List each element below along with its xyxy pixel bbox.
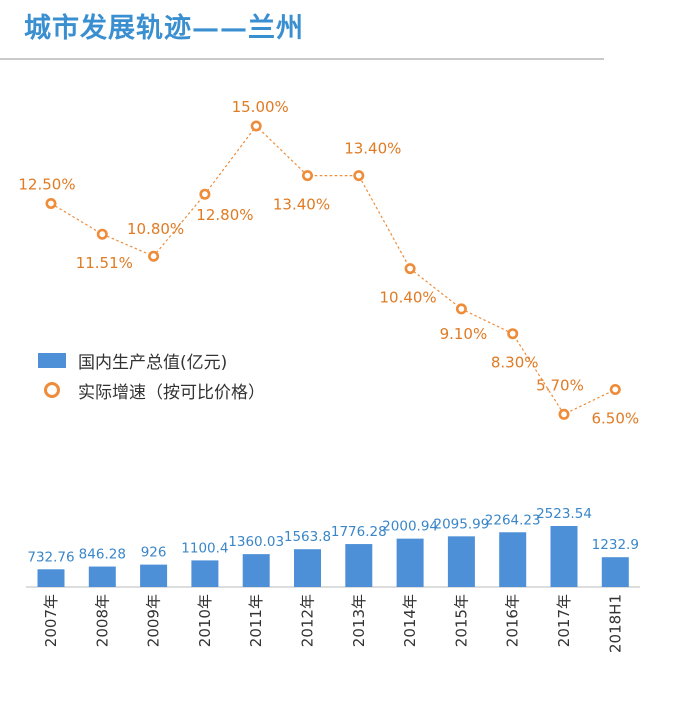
- x-tick-label: 2008年: [93, 594, 111, 647]
- gdp-bar-label: 2095.99: [433, 516, 489, 532]
- title-divider: [0, 58, 604, 60]
- growth-point: [45, 198, 57, 210]
- x-tick-label: 2017年: [555, 594, 573, 647]
- gdp-bar-label: 846.28: [79, 547, 126, 563]
- page-title: 城市发展轨迹——兰州: [24, 13, 304, 44]
- gdp-bar-label: 1100.4: [181, 540, 228, 556]
- growth-point: [353, 170, 365, 182]
- growth-point: [609, 383, 621, 395]
- x-tick-label: 2011年: [247, 594, 265, 647]
- growth-label: 12.50%: [18, 176, 75, 194]
- legend-item-gdp: 国内生产总值(亿元): [38, 345, 265, 375]
- gdp-bar: [601, 557, 629, 587]
- growth-label: 5.70%: [536, 376, 584, 394]
- growth-label: 8.30%: [491, 354, 539, 372]
- growth-point: [148, 250, 160, 262]
- gdp-bar: [191, 560, 219, 587]
- gdp-bar-label: 926: [141, 545, 167, 561]
- x-tick-label: 2012年: [299, 594, 317, 647]
- growth-point: [404, 263, 416, 275]
- growth-label: 6.50%: [591, 410, 639, 428]
- gdp-bar: [550, 526, 578, 587]
- legend-item-growth: 实际增速（按可比价格）: [38, 375, 265, 405]
- growth-label: 13.40%: [344, 140, 401, 158]
- growth-point: [558, 408, 570, 420]
- gdp-bar: [499, 532, 527, 587]
- legend-label-growth: 实际增速（按可比价格）: [78, 382, 265, 403]
- growth-point: [199, 188, 211, 200]
- gdp-bar-label: 2523.54: [536, 506, 592, 522]
- x-tick-label: 2010年: [196, 594, 214, 647]
- gdp-bar: [140, 564, 168, 587]
- growth-label: 15.00%: [232, 98, 289, 116]
- x-tick-label: 2014年: [401, 594, 419, 647]
- x-tick-label: 2016年: [504, 594, 522, 647]
- gdp-bar: [396, 538, 424, 587]
- gdp-bar-label: 1563.8: [284, 529, 331, 545]
- gdp-bar: [447, 536, 475, 587]
- growth-point: [250, 120, 262, 132]
- growth-label: 10.80%: [127, 220, 184, 238]
- legend-label-gdp: 国内生产总值(亿元): [78, 352, 228, 373]
- growth-line: [50, 125, 616, 416]
- growth-label: 13.40%: [273, 196, 330, 214]
- growth-label: 10.40%: [379, 289, 436, 307]
- x-tick-label: 2018H1: [606, 594, 624, 653]
- gdp-bar: [37, 569, 65, 587]
- gdp-bar-label: 2264.23: [485, 512, 541, 528]
- gdp-bar-label: 732.76: [27, 549, 74, 565]
- legend-dot-swatch: [44, 382, 60, 398]
- growth-point: [507, 328, 519, 340]
- legend-bar-swatch: [38, 352, 66, 368]
- growth-point: [455, 303, 467, 315]
- gdp-bar: [345, 544, 373, 587]
- gdp-bar: [88, 566, 116, 587]
- gdp-bar-label: 1360.03: [228, 534, 284, 550]
- growth-label: 12.80%: [196, 206, 253, 224]
- x-tick-label: 2015年: [452, 594, 470, 647]
- gdp-bar-label: 1776.28: [331, 524, 387, 540]
- growth-point: [96, 228, 108, 240]
- chart-legend: 国内生产总值(亿元) 实际增速（按可比价格）: [38, 345, 265, 405]
- gdp-bar: [294, 549, 321, 587]
- gdp-bar: [242, 554, 270, 587]
- growth-label: 11.51%: [76, 254, 133, 272]
- x-tick-label: 2007年: [42, 594, 60, 647]
- growth-label: 9.10%: [440, 325, 488, 343]
- growth-point: [301, 170, 313, 182]
- gdp-bar-label: 2000.94: [382, 519, 438, 535]
- gdp-bar-label: 1232.9: [592, 537, 639, 553]
- x-tick-label: 2013年: [350, 594, 368, 647]
- x-tick-label: 2009年: [145, 594, 163, 647]
